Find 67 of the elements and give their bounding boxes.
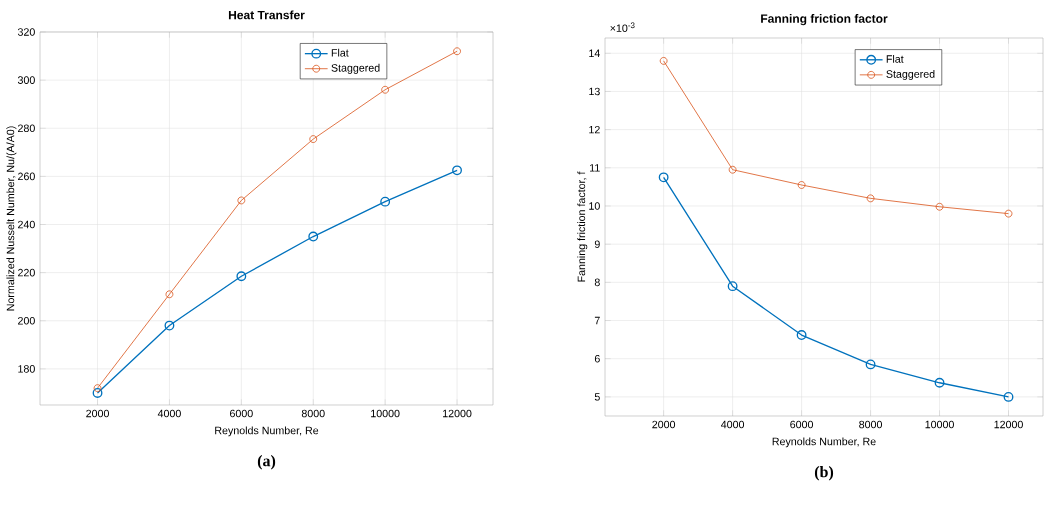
y-tick-label: 260 (18, 172, 35, 181)
y-tick-label: 5 (594, 393, 600, 401)
y-tick-label: 8 (594, 278, 600, 287)
point (659, 57, 668, 65)
y-tick-label: 11 (590, 164, 600, 172)
y-tick-label: 180 (18, 365, 35, 373)
point (728, 165, 737, 174)
legend-label: Flat (886, 54, 904, 63)
point (165, 290, 174, 299)
point (935, 202, 944, 211)
point (796, 330, 807, 340)
x-tick-label: 10000 (371, 409, 400, 418)
legend-label: Staggered (331, 63, 380, 74)
y-tick-label: 6 (594, 354, 600, 363)
x-tick-label: 8000 (301, 409, 325, 418)
y-tick-label: 14 (589, 49, 600, 57)
y-tick-label: 200 (18, 316, 35, 325)
x-axis-title: Reynolds Number, Re (215, 426, 319, 437)
point (309, 135, 318, 143)
point (92, 388, 103, 398)
y-tick-label: 7 (594, 316, 600, 325)
x-tick-label: 4000 (721, 420, 745, 429)
text: (a) (257, 455, 276, 470)
point (452, 165, 462, 176)
x-tick-label: 8000 (859, 420, 883, 429)
point (866, 194, 875, 203)
x-tick-label: 6000 (790, 420, 814, 429)
point (727, 281, 738, 292)
text: (b) (814, 466, 834, 481)
point (934, 377, 945, 388)
x-tick-label: 6000 (230, 409, 253, 418)
x-tick-label: 12000 (994, 420, 1023, 429)
point (308, 231, 319, 242)
legend-label: Flat (331, 48, 349, 57)
point (380, 196, 391, 207)
point (1004, 209, 1013, 218)
point (453, 47, 461, 56)
y-tick-label: 300 (17, 76, 35, 84)
legend-label: Staggered (886, 69, 935, 80)
y-axis-title: Fanning friction factor, f (577, 171, 588, 282)
x-axis-title: Reynolds Number, Re (772, 437, 876, 448)
point (865, 359, 876, 370)
point (236, 271, 247, 282)
point (797, 181, 806, 189)
y-axis-title: Normalized Nusselt Number, Nu/(A/A0) (6, 126, 17, 311)
y-tick-label: 10 (589, 202, 600, 210)
x-tick-label: 4000 (157, 409, 181, 418)
x-tick-label: 10000 (925, 420, 954, 429)
point (93, 384, 102, 393)
y-tick-label: 9 (594, 240, 600, 248)
chart-title: Fanning friction factor (761, 14, 888, 26)
chart-title: Heat Transfer (228, 10, 305, 20)
x-tick-label: 12000 (443, 409, 472, 418)
text: ×10$^{-3}$ (610, 22, 635, 32)
y-tick-label: 12 (589, 125, 600, 134)
x-tick-label: 2000 (652, 420, 676, 429)
y-tick-label: 280 (18, 124, 35, 133)
point (237, 196, 246, 205)
y-tick-label: 240 (18, 220, 35, 229)
y-tick-label: 220 (18, 268, 35, 277)
y-tick-label: 13 (589, 87, 600, 96)
point (381, 85, 390, 94)
point (1003, 391, 1014, 402)
point (658, 172, 669, 183)
point (164, 320, 175, 331)
y-tick-label: 320 (17, 28, 35, 36)
x-tick-label: 2000 (86, 409, 109, 418)
